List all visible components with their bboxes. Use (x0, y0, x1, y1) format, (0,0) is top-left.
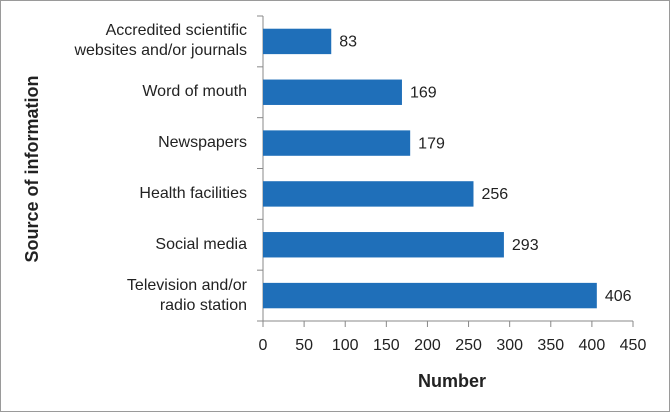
y-tick-label: Television and/or radio station (126, 276, 247, 314)
x-tick-label: 150 (373, 337, 400, 354)
y-tick-label: Word of mouth (142, 83, 247, 101)
value-label: 256 (481, 186, 508, 203)
y-tick-label: Newspapers (158, 134, 247, 152)
bar (263, 232, 504, 258)
value-label: 293 (512, 237, 539, 254)
x-tick-label: 400 (579, 337, 606, 354)
y-axis-title: Source of information (22, 75, 42, 262)
y-tick-label: Health facilities (139, 184, 247, 202)
x-tick-label: 350 (537, 337, 564, 354)
bar (263, 28, 332, 55)
value-label: 406 (605, 288, 632, 305)
value-label: 179 (418, 135, 445, 152)
bar (263, 181, 474, 207)
bar (263, 282, 597, 309)
x-tick-label: 450 (620, 337, 647, 354)
value-label: 83 (339, 34, 357, 51)
bar (263, 79, 402, 105)
y-tick-label: Accredited scientific websites and/or jo… (74, 22, 247, 60)
x-tick-label: 200 (414, 337, 441, 354)
x-tick-label: 50 (295, 337, 313, 354)
bar (263, 130, 411, 156)
x-tick-label: 250 (455, 337, 482, 354)
x-axis-title: Number (418, 371, 486, 391)
value-label: 169 (410, 84, 437, 101)
x-tick-label: 100 (332, 337, 359, 354)
x-tick-label: 300 (496, 337, 523, 354)
y-tick-label: Social media (155, 235, 247, 253)
x-tick-label: 0 (259, 337, 268, 354)
